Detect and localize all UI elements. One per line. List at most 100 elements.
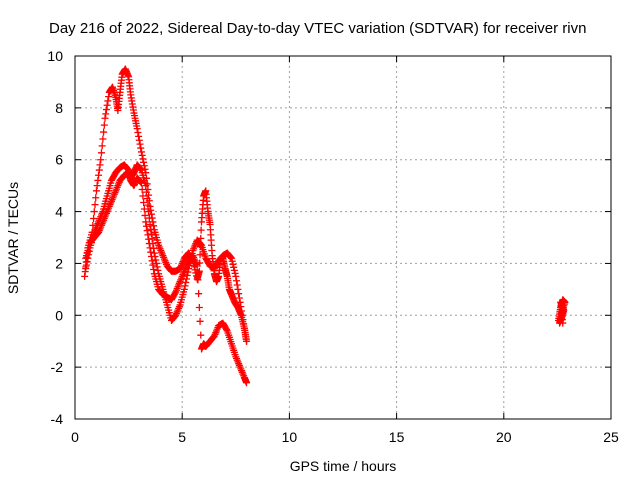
y-tick-label: 10 [47,48,63,64]
data-point [96,161,104,169]
data-point [243,337,251,345]
data-point [182,275,190,283]
data-point [140,205,148,213]
data-point [90,208,98,216]
data-point [94,176,102,184]
x-tick-label: 15 [389,429,405,445]
data-point [142,188,150,196]
data-point [147,248,155,256]
grid [74,55,612,420]
y-tick-label: 0 [55,307,63,323]
y-tick-label: 4 [55,204,63,220]
data-point [92,194,100,202]
data-point [152,256,160,264]
plot-frame [74,55,612,420]
data-point [182,278,190,286]
y-axis-label: SDTVAR / TECUs [5,182,21,294]
x-tick-label: 20 [496,429,512,445]
data-point [135,132,143,140]
data-point [142,222,150,230]
data-point [139,192,147,200]
data-point [196,251,204,259]
data-point [147,225,155,233]
data-point [181,282,189,290]
data-point [134,128,142,136]
data-point [180,285,188,293]
data-point [135,136,143,144]
data-point [141,211,149,219]
data-point [140,198,148,206]
y-tick-label: -4 [51,411,64,427]
data-point [238,311,246,319]
data-point [100,128,108,136]
y-tick-label: 2 [55,255,63,271]
data-point [149,261,157,269]
data-point [91,201,99,209]
data-point [232,272,240,280]
data-point [95,166,103,174]
data-point [195,267,203,275]
data-point [83,258,91,266]
data-point [243,379,251,387]
y-tick-label: 8 [55,100,63,116]
data-point [105,93,113,101]
data-point [136,140,144,148]
data-point [237,303,245,311]
data-point [147,253,155,261]
data-point [137,165,145,173]
data-point [233,277,241,285]
data-point [223,326,231,334]
data-point [193,262,201,270]
data-point [101,114,109,122]
data-point [191,266,199,274]
data-point [228,254,236,262]
data-point [196,317,204,325]
data-point [103,101,111,109]
x-tick-label: 0 [71,429,79,445]
data-point [154,266,162,274]
data-point [195,290,203,298]
data-point [95,171,103,179]
data-point [92,187,100,195]
y-tick-label: -2 [51,359,64,375]
data-point [236,298,244,306]
data-point [197,226,205,234]
data-point [98,142,106,150]
data-point [145,240,153,248]
data-point [97,149,105,157]
data-point [230,266,238,274]
series-track-1 [81,65,251,345]
data-point [82,265,90,273]
data-point [231,269,239,277]
data-point [239,316,247,324]
data-point [153,263,161,271]
data-point [197,331,205,339]
data-point [233,281,241,289]
data-point [97,156,105,164]
series-track-2 [82,161,251,345]
data-point [139,155,147,163]
data-point [145,214,153,222]
data-point [197,240,205,248]
x-tick-label: 25 [603,429,619,445]
data-point [228,257,236,265]
data-point [138,186,146,194]
data-point [171,289,179,297]
data-point [137,178,145,186]
series-track-3 [82,169,251,387]
data-point [183,272,191,280]
data-point [145,235,153,243]
data-point [137,144,145,152]
data-point [230,263,238,271]
data-point [90,214,98,222]
data-point [152,259,160,267]
data-point [104,97,112,105]
data-point [238,307,246,315]
x-tick-label: 10 [282,429,298,445]
data-point [102,106,110,114]
data-point [137,179,145,187]
data-point [143,227,151,235]
data-point [229,260,237,268]
data-point [235,290,243,298]
